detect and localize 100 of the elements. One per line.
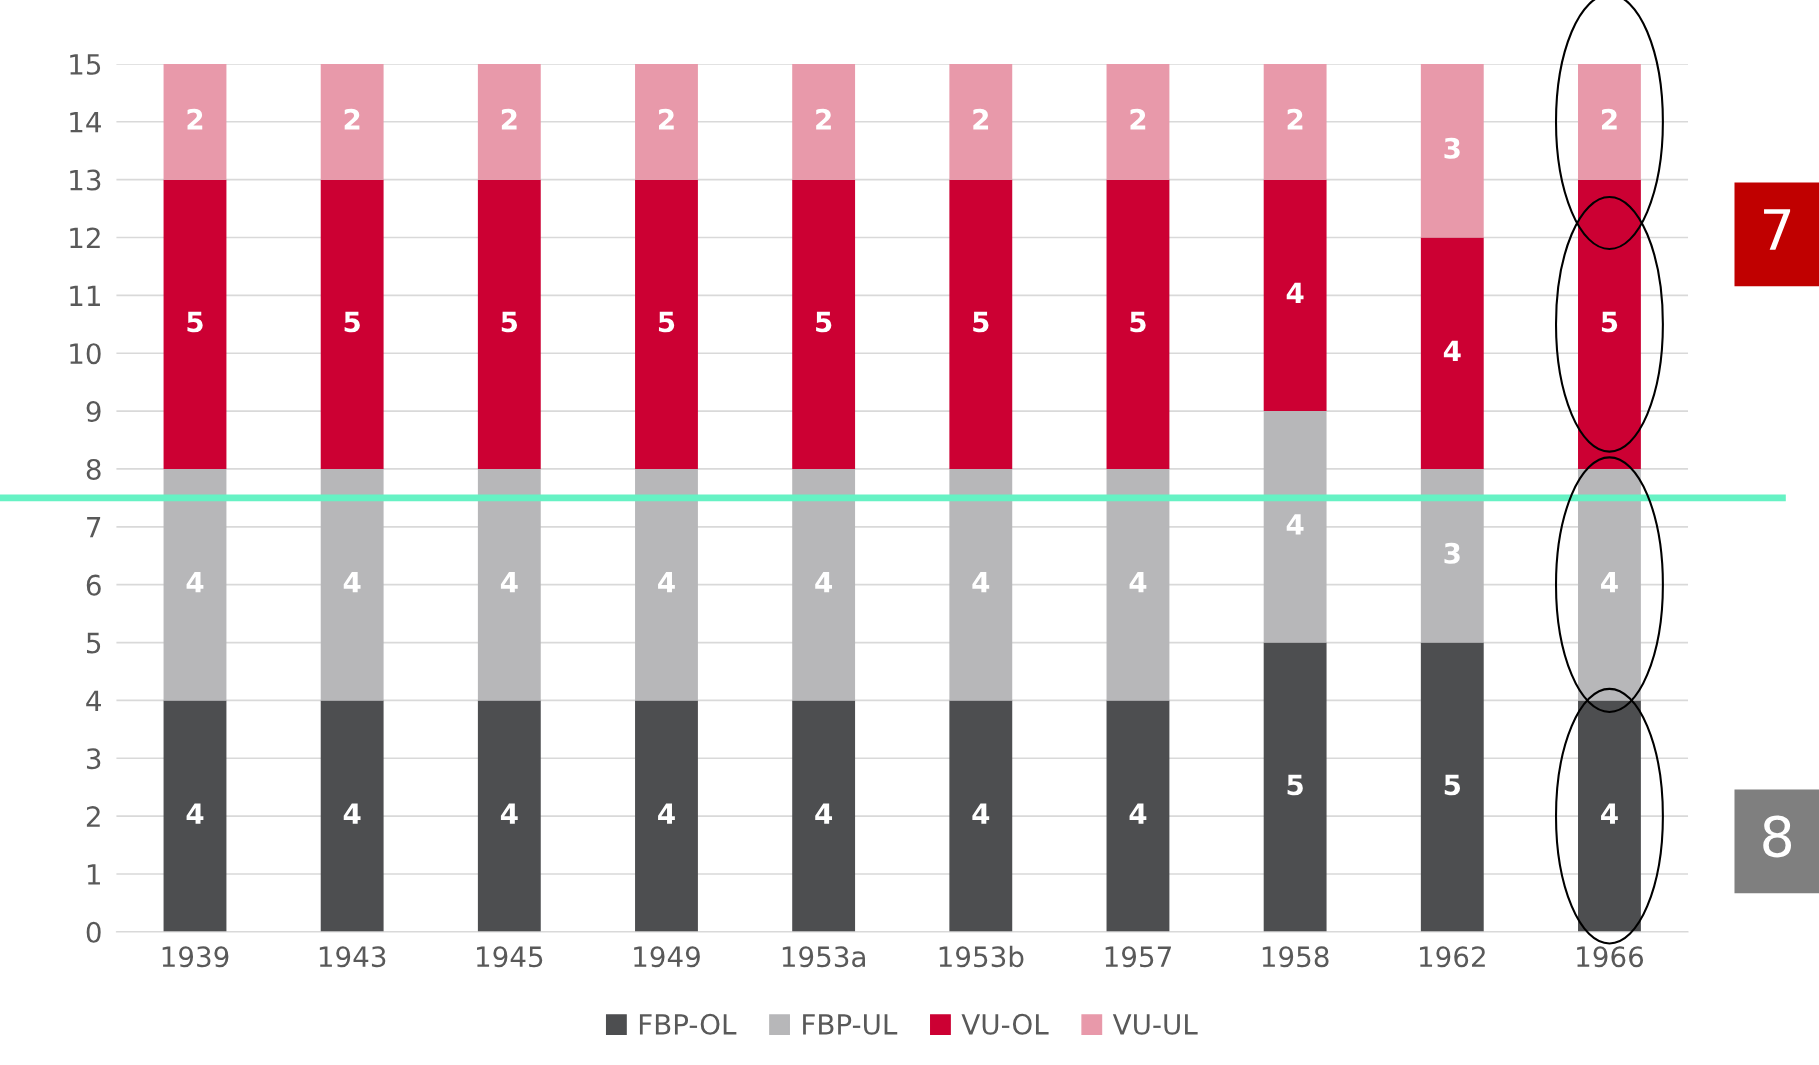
data-label: 4	[658, 803, 675, 824]
bar	[1263, 63, 1327, 180]
bar	[477, 179, 541, 469]
y-tick-label: 2	[86, 806, 100, 827]
bar	[477, 63, 541, 180]
legend-label: VU-OL	[961, 1013, 1049, 1035]
data-label: 5	[1601, 311, 1618, 333]
x-tick-label: 1962	[1419, 946, 1485, 968]
data-label: 4	[815, 572, 833, 593]
bar	[949, 179, 1013, 469]
data-label: 2	[659, 108, 674, 130]
data-label: 4	[658, 572, 675, 593]
bar	[792, 468, 856, 701]
bar	[320, 179, 384, 469]
bar	[1578, 700, 1641, 932]
x-tick-label: 1953a	[782, 946, 865, 968]
bar	[1420, 468, 1484, 643]
y-tick-label: 3	[86, 748, 101, 770]
text: 7	[1764, 209, 1791, 250]
bar	[1106, 63, 1170, 180]
data-label: 5	[816, 311, 832, 333]
bar	[477, 468, 541, 701]
bar	[320, 700, 384, 932]
y-tick-label: 9	[86, 401, 101, 423]
data-label: 2	[816, 108, 831, 130]
data-label: 4	[972, 803, 990, 824]
data-label: 5	[1444, 774, 1461, 796]
bar	[792, 700, 856, 932]
bar	[163, 468, 227, 701]
x-tick-label: 1949	[634, 946, 700, 968]
legend-label: FBP-OL	[639, 1013, 737, 1035]
data-label: 4	[186, 803, 204, 824]
data-label: 4	[343, 572, 361, 593]
bar	[1263, 179, 1327, 412]
x-tick-label: 1943	[319, 946, 386, 968]
data-label: 2	[1130, 108, 1146, 130]
y-tick-label: 5	[87, 632, 101, 654]
data-label: 3	[1444, 542, 1460, 564]
bar	[320, 63, 384, 180]
text: 8	[1763, 815, 1792, 858]
data-label: 4	[1129, 803, 1147, 824]
bar	[949, 63, 1013, 180]
bar	[1106, 468, 1170, 701]
bar	[635, 700, 698, 932]
y-tick-label: 15	[70, 54, 101, 75]
y-tick-label: 0	[86, 921, 101, 943]
bar	[163, 63, 227, 180]
bar	[792, 63, 856, 180]
data-label: 4	[972, 572, 990, 593]
y-tick-label: 11	[70, 285, 100, 306]
x-tick-label: 1957	[1105, 946, 1171, 968]
y-tick-label: 6	[86, 574, 101, 596]
data-label: 4	[1601, 572, 1618, 593]
data-label: 5	[973, 311, 989, 333]
bar	[1420, 642, 1484, 932]
bar	[792, 179, 856, 469]
x-tick-label: 1953b	[939, 945, 1024, 968]
legend-label: FBP-UL	[803, 1014, 898, 1035]
data-label: 2	[344, 108, 360, 130]
data-label: 4	[500, 572, 518, 593]
data-label: 4	[1286, 282, 1304, 304]
y-tick-label: 10	[70, 343, 101, 365]
data-label: 5	[344, 311, 360, 333]
data-label: 3	[1444, 137, 1460, 159]
x-tick-label: 1945	[477, 946, 543, 968]
bar	[1106, 179, 1170, 469]
data-label: 4	[815, 803, 833, 824]
data-label: 4	[343, 803, 361, 824]
bar	[1106, 700, 1170, 932]
data-label: 2	[1287, 108, 1303, 130]
bar	[949, 700, 1013, 932]
data-label: 2	[187, 108, 203, 130]
data-label: 4	[186, 572, 204, 593]
data-label: 4	[1443, 340, 1461, 361]
data-label: 2	[501, 108, 517, 130]
data-label: 5	[187, 311, 203, 333]
data-label: 5	[658, 311, 675, 333]
bar	[1578, 468, 1641, 701]
bar	[163, 700, 227, 932]
data-label: 2	[1601, 108, 1617, 130]
y-tick-label: 12	[70, 227, 100, 249]
x-tick-label: 1939	[162, 946, 229, 968]
bar	[1420, 237, 1484, 469]
data-label: 4	[1601, 803, 1618, 824]
bar	[1578, 179, 1641, 469]
y-tick-label: 7	[87, 517, 101, 538]
data-label: 5	[1287, 774, 1303, 796]
bar	[635, 468, 698, 701]
bar	[635, 63, 698, 180]
bar	[1578, 63, 1641, 180]
bar	[1420, 63, 1484, 238]
data-label: 4	[1129, 572, 1147, 593]
data-label: 5	[501, 311, 518, 333]
bar	[635, 179, 698, 469]
y-tick-label: 4	[86, 690, 101, 711]
legend-label: VU-UL	[1112, 1014, 1198, 1035]
bar	[320, 468, 384, 701]
bar	[163, 179, 227, 469]
y-tick-label: 8	[86, 458, 101, 480]
bar	[949, 468, 1013, 701]
